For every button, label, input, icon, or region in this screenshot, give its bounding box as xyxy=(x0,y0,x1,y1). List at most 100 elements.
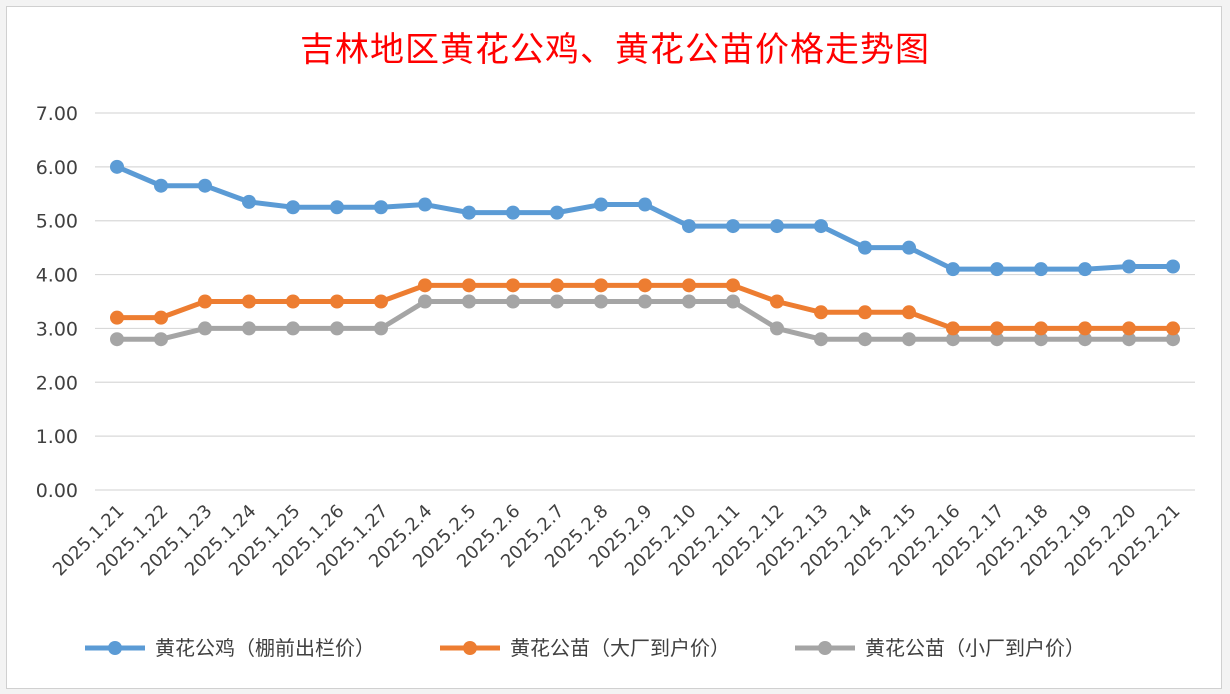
data-point xyxy=(110,159,124,174)
y-tick-label: 2.00 xyxy=(36,372,78,394)
data-point xyxy=(902,305,916,320)
data-point xyxy=(902,240,916,255)
y-axis-ticks: 0.00 1.00 2.00 3.00 4.00 5.00 6.00 7.00 xyxy=(36,103,78,502)
data-point xyxy=(858,332,872,347)
data-point xyxy=(858,305,872,320)
data-point xyxy=(638,294,652,309)
data-point xyxy=(462,205,476,220)
data-point xyxy=(550,205,564,220)
data-point xyxy=(198,178,212,193)
data-point xyxy=(330,321,344,336)
data-point xyxy=(1078,332,1092,347)
data-point xyxy=(418,197,432,212)
x-axis-ticks: 2025.1.212025.1.222025.1.232025.1.242025… xyxy=(49,501,1185,581)
y-tick-label: 4.00 xyxy=(36,265,78,287)
data-point xyxy=(374,200,388,215)
data-point xyxy=(110,310,124,325)
data-point xyxy=(550,278,564,293)
data-point xyxy=(814,305,828,320)
legend-item: 黄花公苗（大厂到户价） xyxy=(440,636,730,660)
series-line xyxy=(116,164,1173,272)
data-point xyxy=(154,310,168,325)
data-point xyxy=(550,294,564,309)
data-point xyxy=(1122,332,1136,347)
data-point xyxy=(1166,321,1180,336)
legend-item: 黄花公鸡（棚前出栏价） xyxy=(85,636,375,660)
data-point xyxy=(1078,262,1092,277)
legend-swatch-marker xyxy=(818,641,832,655)
data-point xyxy=(286,200,300,215)
data-point xyxy=(946,332,960,347)
legend-swatch-marker xyxy=(463,641,477,655)
data-point xyxy=(990,321,1004,336)
legend-item: 黄花公苗（小厂到户价） xyxy=(795,636,1085,660)
y-tick-label: 3.00 xyxy=(36,318,78,340)
data-point xyxy=(990,332,1004,347)
data-point xyxy=(726,294,740,309)
data-point xyxy=(506,278,520,293)
data-point xyxy=(902,332,916,347)
data-point xyxy=(286,321,300,336)
data-point xyxy=(242,294,256,309)
data-point xyxy=(770,321,784,336)
data-point xyxy=(242,194,256,209)
data-point xyxy=(110,332,124,347)
data-point xyxy=(330,294,344,309)
data-point xyxy=(770,294,784,309)
legend-label: 黄花公鸡（棚前出栏价） xyxy=(155,636,375,660)
data-point xyxy=(682,294,696,309)
data-point xyxy=(154,178,168,193)
data-point xyxy=(814,332,828,347)
data-point xyxy=(374,294,388,309)
data-point xyxy=(1166,259,1180,274)
data-point xyxy=(1034,262,1048,277)
data-point xyxy=(1122,259,1136,274)
data-point xyxy=(946,262,960,277)
data-point xyxy=(1034,332,1048,347)
series-2 xyxy=(110,278,1180,336)
y-tick-label: 7.00 xyxy=(36,103,78,125)
data-point xyxy=(1078,321,1092,336)
y-tick-label: 5.00 xyxy=(36,211,78,233)
chart-title: 吉林地区黄花公鸡、黄花公苗价格走势图 xyxy=(300,30,930,70)
data-point xyxy=(594,278,608,293)
data-point xyxy=(594,197,608,212)
data-point xyxy=(330,200,344,215)
legend-label: 黄花公苗（小厂到户价） xyxy=(865,636,1085,660)
y-tick-label: 0.00 xyxy=(36,480,78,502)
data-point xyxy=(506,205,520,220)
series-lines xyxy=(110,159,1180,347)
data-point xyxy=(990,262,1004,277)
data-point xyxy=(242,321,256,336)
data-point xyxy=(418,294,432,309)
data-point xyxy=(1122,321,1136,336)
data-point xyxy=(198,294,212,309)
data-point xyxy=(814,219,828,234)
data-point xyxy=(1034,321,1048,336)
y-tick-label: 6.00 xyxy=(36,157,78,179)
legend-label: 黄花公苗（大厂到户价） xyxy=(510,636,730,660)
data-point xyxy=(154,332,168,347)
data-point xyxy=(418,278,432,293)
series-1 xyxy=(110,159,1180,277)
chart-frame xyxy=(6,6,1222,689)
data-point xyxy=(198,321,212,336)
data-point xyxy=(682,278,696,293)
data-point xyxy=(726,278,740,293)
data-point xyxy=(462,294,476,309)
data-point xyxy=(506,294,520,309)
data-point xyxy=(1166,332,1180,347)
data-point xyxy=(682,219,696,234)
series-3 xyxy=(110,294,1180,347)
data-point xyxy=(462,278,476,293)
data-point xyxy=(946,321,960,336)
y-tick-label: 1.00 xyxy=(36,426,78,448)
data-point xyxy=(638,278,652,293)
data-point xyxy=(638,197,652,212)
data-point xyxy=(770,219,784,234)
legend: 黄花公鸡（棚前出栏价） 黄花公苗（大厂到户价） 黄花公苗（小厂到户价） xyxy=(85,636,1085,660)
data-point xyxy=(594,294,608,309)
data-point xyxy=(374,321,388,336)
data-point xyxy=(858,240,872,255)
